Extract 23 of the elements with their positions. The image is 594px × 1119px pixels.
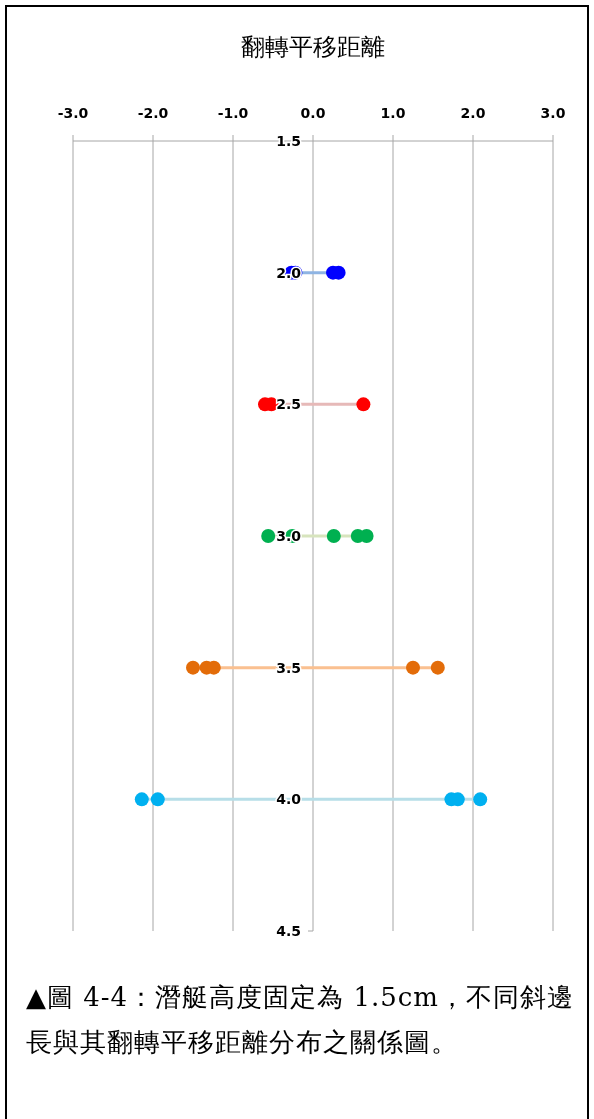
x-tick-label: 0.0 — [300, 105, 326, 121]
x-tick-label: 2.0 — [460, 105, 486, 121]
point — [150, 792, 165, 807]
y-tick-label: 4.5 — [276, 923, 301, 939]
point — [186, 660, 200, 675]
point — [261, 529, 276, 543]
x-tick-label: 1.0 — [380, 105, 406, 121]
x-tick-label: -2.0 — [137, 105, 169, 121]
point — [326, 529, 341, 543]
x-tick-label: -3.0 — [57, 105, 89, 121]
y-tick-label: 4.0 — [276, 791, 302, 808]
text: ▲圖 4-4：潛艇高度固定為 1.5cm，不同斜邊長與其翻轉平移距離分布之關係圖。 — [26, 981, 575, 1059]
point — [430, 660, 445, 675]
y-tick-label: 2.5 — [276, 396, 301, 413]
point — [406, 660, 420, 675]
point — [473, 792, 488, 807]
x-tick-label: 3.0 — [540, 105, 566, 121]
point — [356, 397, 371, 412]
y-tick-label: 1.5 — [276, 133, 301, 149]
y-tick-label: 3.5 — [276, 659, 301, 676]
x-tick-label: -1.0 — [217, 105, 249, 121]
point — [134, 792, 149, 807]
chart-title: 翻轉平移距離 — [241, 33, 385, 61]
